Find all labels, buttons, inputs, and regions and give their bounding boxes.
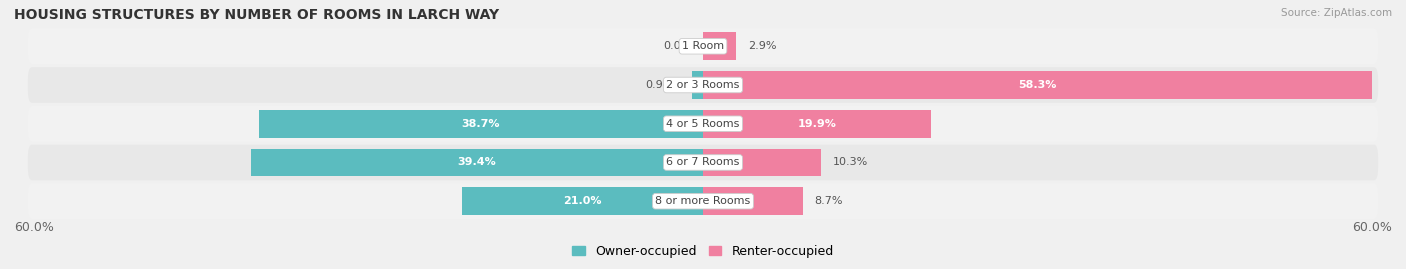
Text: 0.94%: 0.94% bbox=[645, 80, 681, 90]
FancyBboxPatch shape bbox=[28, 106, 1378, 141]
Text: 8 or more Rooms: 8 or more Rooms bbox=[655, 196, 751, 206]
Text: 1 Room: 1 Room bbox=[682, 41, 724, 51]
Text: 2.9%: 2.9% bbox=[748, 41, 776, 51]
Bar bbox=[461, 187, 703, 215]
Text: 39.4%: 39.4% bbox=[457, 157, 496, 168]
Text: 0.0%: 0.0% bbox=[664, 41, 692, 51]
Bar bbox=[250, 148, 703, 176]
Bar bbox=[703, 71, 1372, 99]
Text: 60.0%: 60.0% bbox=[14, 221, 53, 233]
FancyBboxPatch shape bbox=[28, 29, 1378, 64]
Text: Source: ZipAtlas.com: Source: ZipAtlas.com bbox=[1281, 8, 1392, 18]
Bar bbox=[259, 110, 703, 138]
Text: 4 or 5 Rooms: 4 or 5 Rooms bbox=[666, 119, 740, 129]
Bar bbox=[703, 148, 821, 176]
Legend: Owner-occupied, Renter-occupied: Owner-occupied, Renter-occupied bbox=[568, 240, 838, 263]
Text: 60.0%: 60.0% bbox=[1353, 221, 1392, 233]
Bar bbox=[692, 71, 703, 99]
Text: 8.7%: 8.7% bbox=[814, 196, 842, 206]
Bar bbox=[703, 110, 932, 138]
Text: 19.9%: 19.9% bbox=[797, 119, 837, 129]
FancyBboxPatch shape bbox=[28, 183, 1378, 219]
Text: 6 or 7 Rooms: 6 or 7 Rooms bbox=[666, 157, 740, 168]
Text: HOUSING STRUCTURES BY NUMBER OF ROOMS IN LARCH WAY: HOUSING STRUCTURES BY NUMBER OF ROOMS IN… bbox=[14, 8, 499, 22]
Text: 2 or 3 Rooms: 2 or 3 Rooms bbox=[666, 80, 740, 90]
Text: 58.3%: 58.3% bbox=[1018, 80, 1057, 90]
Bar bbox=[703, 32, 737, 60]
FancyBboxPatch shape bbox=[28, 67, 1378, 103]
FancyBboxPatch shape bbox=[28, 145, 1378, 180]
Text: 38.7%: 38.7% bbox=[461, 119, 501, 129]
Text: 21.0%: 21.0% bbox=[564, 196, 602, 206]
Bar bbox=[703, 187, 803, 215]
Text: 10.3%: 10.3% bbox=[832, 157, 868, 168]
